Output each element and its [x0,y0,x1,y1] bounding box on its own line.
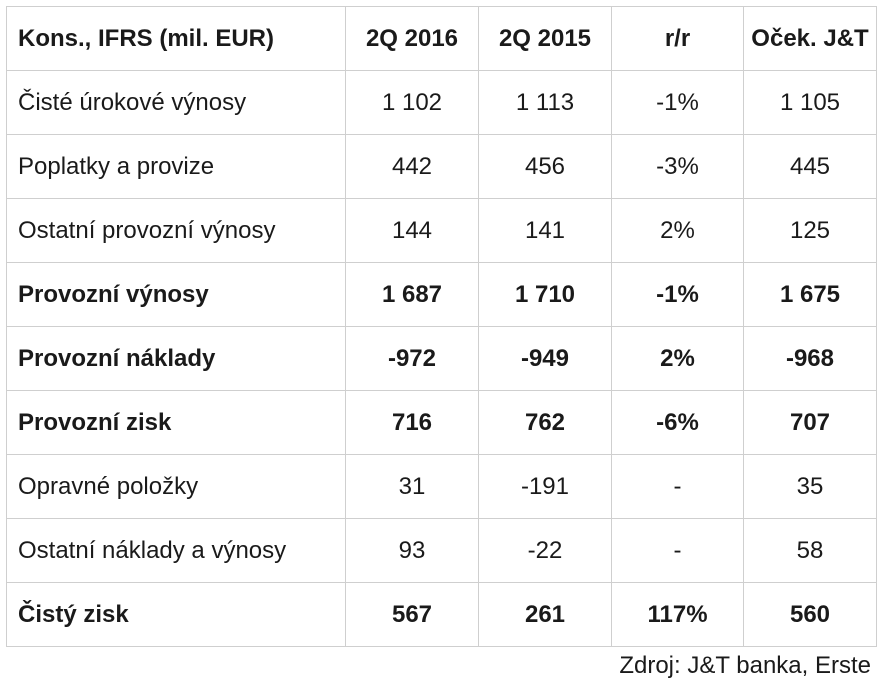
yoy-change-cell: 2% [611,198,744,263]
value-2q-2015-cell: 261 [478,582,612,647]
table-row: Poplatky a provize 442 456 -3% 445 [6,134,877,199]
metric-cell: Provozní výnosy [6,262,346,327]
value-2q-2015-cell: 1 113 [478,70,612,135]
table-row: Ostatní provozní výnosy 144 141 2% 125 [6,198,877,263]
table-row: Provozní výnosy 1 687 1 710 -1% 1 675 [6,262,877,327]
value-2q-2015-cell: -22 [478,518,612,583]
header-metric: Kons., IFRS (mil. EUR) [6,6,346,71]
yoy-change-cell: -3% [611,134,744,199]
header-2q-2016: 2Q 2016 [345,6,479,71]
value-2q-2015-cell: 141 [478,198,612,263]
jt-estimate-cell: 707 [743,390,877,455]
results-table: Kons., IFRS (mil. EUR) 2Q 2016 2Q 2015 r… [6,6,877,647]
yoy-change-cell: 117% [611,582,744,647]
metric-cell: Provozní zisk [6,390,346,455]
value-2q-2016-cell: 1 102 [345,70,479,135]
table-row: Provozní zisk 716 762 -6% 707 [6,390,877,455]
value-2q-2015-cell: -949 [478,326,612,391]
yoy-change-cell: -1% [611,70,744,135]
jt-estimate-cell: 125 [743,198,877,263]
yoy-change-cell: - [611,518,744,583]
value-2q-2016-cell: -972 [345,326,479,391]
yoy-change-cell: -6% [611,390,744,455]
metric-cell: Ostatní náklady a výnosy [6,518,346,583]
jt-estimate-cell: 1 105 [743,70,877,135]
metric-cell: Opravné položky [6,454,346,519]
jt-estimate-cell: 445 [743,134,877,199]
table-row: Opravné položky 31 -191-35 [6,454,877,519]
value-2q-2016-cell: 31 [345,454,479,519]
jt-estimate-cell: 560 [743,582,877,647]
source-note: Zdroj: J&T banka, Erste [619,652,871,679]
jt-estimate-cell: 35 [743,454,877,519]
value-2q-2016-cell: 144 [345,198,479,263]
jt-estimate-cell: 58 [743,518,877,583]
yoy-change-cell: 2% [611,326,744,391]
metric-cell: Ostatní provozní výnosy [6,198,346,263]
header-jt-estimate: Oček. J&T [743,6,877,71]
table-row: Čisté úrokové výnosy 1 102 1 113 -1% 1 105 [6,70,877,135]
metric-cell: Poplatky a provize [6,134,346,199]
jt-estimate-cell: 1 675 [743,262,877,327]
table-row: Ostatní náklady a výnosy 93 -22-58 [6,518,877,583]
value-2q-2015-cell: -191 [478,454,612,519]
value-2q-2016-cell: 716 [345,390,479,455]
header-2q-2015: 2Q 2015 [478,6,612,71]
value-2q-2016-cell: 442 [345,134,479,199]
table-row: Provozní náklady -972 -949 2% -968 [6,326,877,391]
yoy-change-cell: - [611,454,744,519]
metric-cell: Čistý zisk [6,582,346,647]
value-2q-2016-cell: 567 [345,582,479,647]
metric-cell: Provozní náklady [6,326,346,391]
value-2q-2015-cell: 1 710 [478,262,612,327]
value-2q-2015-cell: 456 [478,134,612,199]
yoy-change-cell: -1% [611,262,744,327]
value-2q-2015-cell: 762 [478,390,612,455]
table-row: Čistý zisk 567 261 117% 560 [6,582,877,647]
jt-estimate-cell: -968 [743,326,877,391]
header-yoy: r/r [611,6,744,71]
metric-cell: Čisté úrokové výnosy [6,70,346,135]
header-row: Kons., IFRS (mil. EUR) 2Q 2016 2Q 2015 r… [6,6,877,71]
value-2q-2016-cell: 1 687 [345,262,479,327]
value-2q-2016-cell: 93 [345,518,479,583]
